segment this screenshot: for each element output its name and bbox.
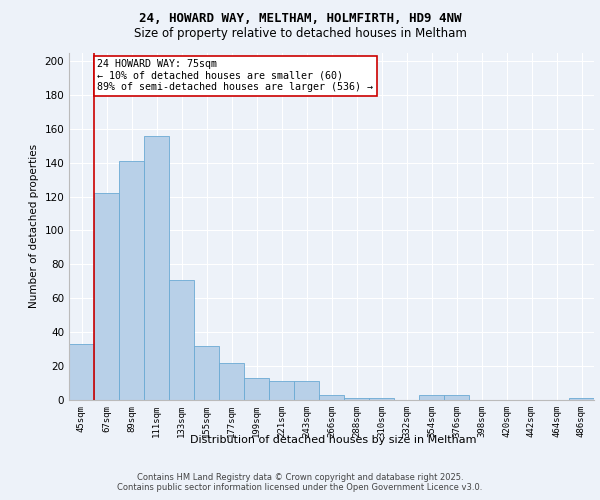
Bar xyxy=(294,382,319,400)
Bar xyxy=(219,362,244,400)
Bar xyxy=(94,193,119,400)
Bar xyxy=(419,395,444,400)
Bar xyxy=(369,398,394,400)
Bar xyxy=(69,344,94,400)
Text: Distribution of detached houses by size in Meltham: Distribution of detached houses by size … xyxy=(190,435,476,445)
Bar xyxy=(444,395,469,400)
Bar xyxy=(569,398,594,400)
Bar xyxy=(244,378,269,400)
Text: 24 HOWARD WAY: 75sqm
← 10% of detached houses are smaller (60)
89% of semi-detac: 24 HOWARD WAY: 75sqm ← 10% of detached h… xyxy=(97,60,373,92)
Bar xyxy=(169,280,194,400)
Bar xyxy=(119,161,144,400)
Text: Contains HM Land Registry data © Crown copyright and database right 2025.: Contains HM Land Registry data © Crown c… xyxy=(137,472,463,482)
Text: Contains public sector information licensed under the Open Government Licence v3: Contains public sector information licen… xyxy=(118,484,482,492)
Bar xyxy=(319,395,344,400)
Y-axis label: Number of detached properties: Number of detached properties xyxy=(29,144,39,308)
Bar xyxy=(344,398,369,400)
Text: 24, HOWARD WAY, MELTHAM, HOLMFIRTH, HD9 4NW: 24, HOWARD WAY, MELTHAM, HOLMFIRTH, HD9 … xyxy=(139,12,461,26)
Bar xyxy=(144,136,169,400)
Bar xyxy=(194,346,219,400)
Bar xyxy=(269,382,294,400)
Text: Size of property relative to detached houses in Meltham: Size of property relative to detached ho… xyxy=(134,28,466,40)
